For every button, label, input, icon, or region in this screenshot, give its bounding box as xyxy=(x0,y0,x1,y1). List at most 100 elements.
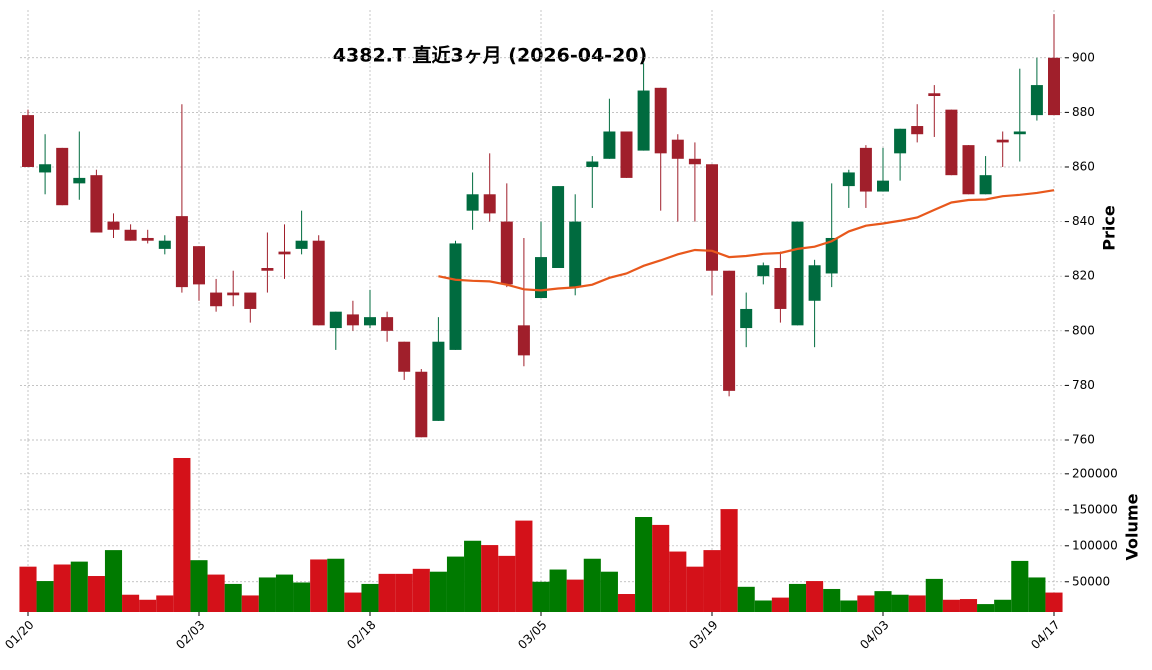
volume-bar xyxy=(104,550,123,612)
candle-body xyxy=(996,139,1009,143)
volume-bar xyxy=(173,457,191,612)
candle-body xyxy=(295,240,308,249)
volume-bar xyxy=(1045,592,1063,612)
candle-body xyxy=(432,341,445,421)
candle-body xyxy=(22,115,34,167)
candle-body xyxy=(466,194,479,211)
candle-body xyxy=(603,131,616,159)
y-tick-label: 100000 xyxy=(1072,538,1118,552)
y-tick-label: 840 xyxy=(1072,214,1095,228)
volume-bar xyxy=(720,509,738,612)
candle-body xyxy=(825,237,838,274)
volume-bar xyxy=(532,581,550,612)
candle-body xyxy=(90,175,103,233)
candle-body xyxy=(158,240,171,249)
y-tick-label: 200000 xyxy=(1072,466,1118,480)
volume-bar xyxy=(823,588,841,612)
volume-bar xyxy=(190,560,208,612)
volume-bar xyxy=(737,586,755,612)
volume-bar xyxy=(207,574,225,612)
volume-bar xyxy=(327,558,345,612)
volume-bar xyxy=(549,569,567,612)
candle-body xyxy=(415,371,428,438)
y-tick-label: 150000 xyxy=(1072,502,1118,516)
candle-body xyxy=(227,292,240,296)
candle-body xyxy=(210,292,223,307)
volume-bar xyxy=(806,581,824,612)
candle-body xyxy=(398,341,411,372)
volume-bar xyxy=(87,576,105,612)
moving-average-line xyxy=(438,189,1055,292)
candle-body xyxy=(107,221,120,230)
volume-bar xyxy=(566,579,584,612)
candle-body xyxy=(535,257,547,299)
volume-bar xyxy=(139,599,157,612)
volume-bar xyxy=(481,545,499,612)
volume-bar xyxy=(994,599,1012,612)
candle-body xyxy=(740,308,753,329)
candle-body xyxy=(56,147,69,206)
volume-bar xyxy=(840,600,858,612)
candle-body xyxy=(346,314,359,326)
volume-bar xyxy=(583,558,601,612)
candle-body xyxy=(39,164,52,173)
candle-body xyxy=(962,145,975,195)
candle-body xyxy=(193,246,205,285)
volume-bar xyxy=(788,583,807,612)
y-tick-label: 880 xyxy=(1072,105,1095,119)
volume-bar xyxy=(464,540,482,612)
volume-bar xyxy=(686,566,704,612)
volume-bar xyxy=(412,568,430,612)
candle-body xyxy=(312,240,325,326)
x-tick-label: 02/18 xyxy=(344,618,378,652)
volume-bar xyxy=(703,550,721,612)
chart-title: 4382.T 直近3ヶ月 (2026-04-20) xyxy=(333,44,647,67)
candle-body xyxy=(381,317,394,331)
volume-bar xyxy=(70,561,88,612)
y-axis-label: Volume xyxy=(1123,493,1142,560)
candle-body xyxy=(73,177,86,184)
volume-bar xyxy=(857,595,875,612)
volume-bar xyxy=(908,595,926,612)
volume-bar xyxy=(669,551,687,612)
volume-bar xyxy=(754,600,772,612)
candle-body xyxy=(483,194,496,214)
volume-bar xyxy=(241,595,259,612)
volume-bar xyxy=(258,577,276,612)
candle-body xyxy=(261,268,274,271)
candle-body xyxy=(620,131,633,178)
volume-bar xyxy=(1028,577,1046,612)
candle-body xyxy=(928,93,941,96)
candle-body xyxy=(124,229,137,241)
candle-body xyxy=(569,221,582,288)
candle-body xyxy=(329,311,342,329)
candle-body xyxy=(894,128,907,154)
volume-bar xyxy=(635,517,653,612)
volume-bar xyxy=(361,583,379,612)
volume-bar xyxy=(395,573,413,612)
candle-body xyxy=(1030,85,1043,116)
x-tick-label: 04/17 xyxy=(1028,618,1062,652)
candle-body xyxy=(911,126,924,135)
candle-body xyxy=(517,325,530,356)
y-tick-label: 860 xyxy=(1072,159,1095,173)
y-tick-label: 760 xyxy=(1072,433,1095,447)
volume-bar xyxy=(275,574,294,612)
candle-body xyxy=(859,147,872,192)
x-tick-label: 01/20 xyxy=(2,618,36,652)
candle-body xyxy=(842,172,855,187)
x-tick-label: 03/05 xyxy=(515,618,549,652)
candle-body xyxy=(945,109,958,176)
volume-bar xyxy=(446,556,465,612)
candle-body xyxy=(654,87,667,154)
candle-body xyxy=(774,268,787,309)
candle-body xyxy=(244,292,257,309)
volume-bar xyxy=(600,571,618,612)
volume-bar xyxy=(378,573,396,612)
candle-body xyxy=(791,221,804,326)
candle-body xyxy=(723,270,736,391)
volume-bar xyxy=(122,594,140,612)
candle-body xyxy=(500,221,513,285)
volume-bar xyxy=(959,599,978,612)
